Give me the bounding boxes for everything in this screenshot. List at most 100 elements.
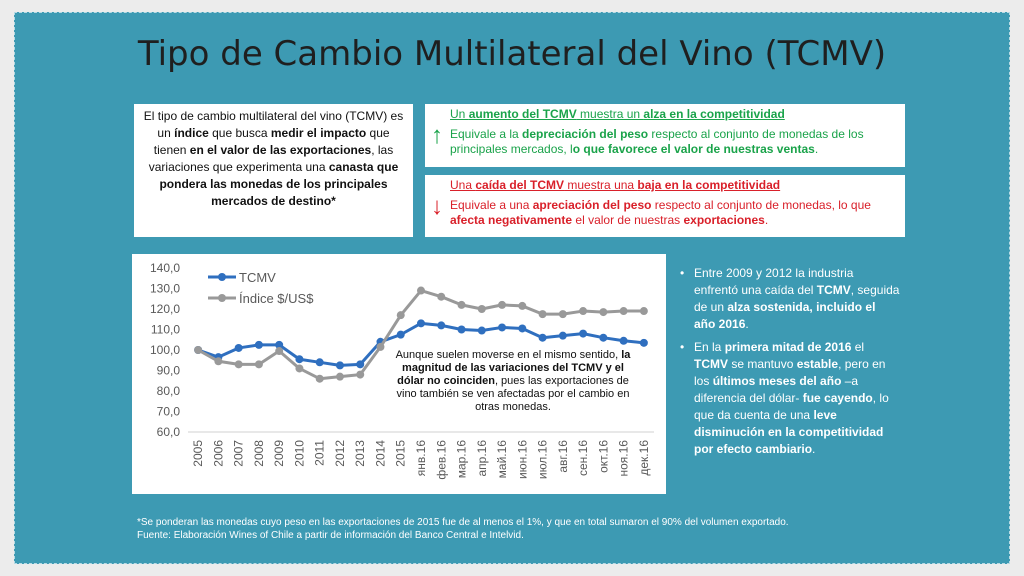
data-point	[498, 323, 507, 332]
x-tick-label: фев.16	[434, 440, 448, 480]
y-tick-label: 140,0	[150, 261, 180, 275]
data-point	[295, 355, 304, 364]
data-point	[275, 340, 284, 349]
data-point	[335, 361, 344, 370]
x-tick-label: окт.16	[596, 440, 610, 473]
data-point	[417, 286, 425, 295]
x-tick-label: ноя.16	[617, 440, 631, 477]
data-point	[214, 357, 223, 366]
intro-box: El tipo de cambio multilateral del vino …	[134, 104, 413, 237]
y-tick-label: 110,0	[151, 323, 180, 337]
x-tick-label: 2014	[373, 440, 387, 467]
legend-swatch-marker	[218, 294, 226, 302]
x-tick-label: 2012	[333, 440, 347, 467]
decrease-body: Equivale a una apreciación del peso resp…	[450, 198, 871, 227]
x-tick-label: сен.16	[576, 440, 590, 476]
y-tick-label: 60,0	[157, 425, 181, 439]
data-point	[295, 364, 304, 373]
decrease-heading: Una caída del TCMV muestra una baja en l…	[450, 178, 781, 192]
intro-text: El tipo de cambio multilateral del vino …	[143, 109, 404, 208]
page-title: Tipo de Cambio Multilateral del Vino (TC…	[137, 34, 887, 74]
x-tick-label: апр.16	[475, 440, 489, 477]
data-point	[477, 305, 486, 313]
data-point	[275, 347, 284, 356]
data-point	[396, 330, 405, 339]
x-tick-label: 2010	[292, 440, 306, 467]
data-point	[579, 307, 588, 316]
x-tick-label: 2008	[252, 440, 266, 467]
arrow-up-icon: ↑	[431, 122, 443, 149]
increase-box: ↑ Un aumento del TCMV muestra un alza en…	[425, 104, 905, 167]
y-tick-label: 100,0	[150, 343, 180, 357]
increase-heading: Un aumento del TCMV muestra un alza en l…	[450, 107, 785, 121]
data-point	[315, 358, 324, 367]
data-point	[639, 307, 648, 316]
legend-label: TCMV	[239, 270, 276, 285]
data-point	[599, 333, 608, 342]
data-point	[254, 340, 263, 349]
legend-label: Índice $/US$	[239, 291, 314, 306]
data-point	[437, 292, 446, 301]
data-point	[437, 321, 446, 330]
data-point	[396, 311, 405, 320]
source-note: Fuente: Elaboración Wines of Chile a par…	[137, 530, 524, 541]
increase-body: Equivale a la depreciación del peso resp…	[450, 127, 864, 156]
data-point	[639, 338, 648, 347]
line-chart: 140,0 130,0 120,0 110,0 100,0 90,0 80,0 70,0 60,…	[150, 261, 654, 480]
chart-panel: 140,0 130,0 120,0 110,0 100,0 90,0 80,0 70,0 60,…	[132, 254, 666, 494]
data-point	[538, 310, 547, 319]
x-tick-label: 2009	[272, 440, 286, 467]
data-point	[356, 360, 365, 369]
x-tick-label: 2006	[211, 440, 225, 467]
data-point	[457, 300, 466, 309]
x-tick-label: янв.16	[414, 440, 428, 477]
x-tick-label: авг.16	[556, 440, 570, 473]
data-point	[538, 333, 547, 342]
data-point	[376, 342, 385, 351]
data-point	[417, 319, 425, 328]
data-point	[599, 308, 608, 317]
data-point	[356, 370, 365, 379]
x-tick-label: мар.16	[455, 440, 469, 479]
data-point	[315, 374, 324, 383]
data-point	[498, 300, 507, 309]
data-point	[234, 360, 243, 369]
x-tick-label: 2007	[232, 440, 246, 467]
data-point	[579, 329, 588, 338]
chart-annotation: Aunque suelen moverse en el mismo sentid…	[395, 349, 631, 413]
bullet-list: Entre 2009 y 2012 la industria enfrentó …	[680, 265, 900, 464]
data-point	[619, 307, 628, 316]
bullet-item-2: En la primera mitad de 2016 el TCMV se m…	[680, 339, 900, 458]
y-tick-label: 90,0	[157, 364, 181, 378]
legend-swatch-marker	[218, 273, 226, 281]
decrease-box: ↓ Una caída del TCMV muestra una baja en…	[425, 175, 905, 237]
y-tick-label: 70,0	[157, 405, 181, 419]
x-tick-label: 2015	[394, 440, 408, 467]
data-point	[234, 343, 243, 352]
data-point	[194, 346, 203, 354]
data-point	[518, 324, 527, 333]
data-point	[619, 336, 628, 345]
x-tick-label: дек.16	[637, 440, 651, 476]
data-point	[558, 310, 567, 319]
y-tick-label: 80,0	[157, 384, 181, 398]
bullet-item-1: Entre 2009 y 2012 la industria enfrentó …	[680, 265, 900, 333]
x-tick-label: 2013	[353, 440, 367, 467]
data-point	[477, 326, 486, 335]
footer: *Se ponderan las monedas cuyo peso en la…	[137, 516, 957, 542]
y-tick-label: 120,0	[150, 302, 180, 316]
x-tick-label: май.16	[495, 440, 509, 479]
x-tick-label: 2011	[313, 440, 327, 466]
y-tick-label: 130,0	[150, 282, 180, 296]
data-point	[457, 325, 466, 334]
data-point	[254, 360, 263, 369]
x-tick-label: июл.16	[536, 440, 550, 479]
data-point	[518, 301, 527, 310]
data-point	[335, 372, 344, 381]
x-tick-label: июн.16	[515, 440, 529, 479]
footnote: *Se ponderan las monedas cuyo peso en la…	[137, 517, 789, 528]
data-point	[558, 331, 567, 340]
arrow-down-icon: ↓	[431, 193, 443, 220]
x-tick-label: 2005	[191, 440, 205, 467]
